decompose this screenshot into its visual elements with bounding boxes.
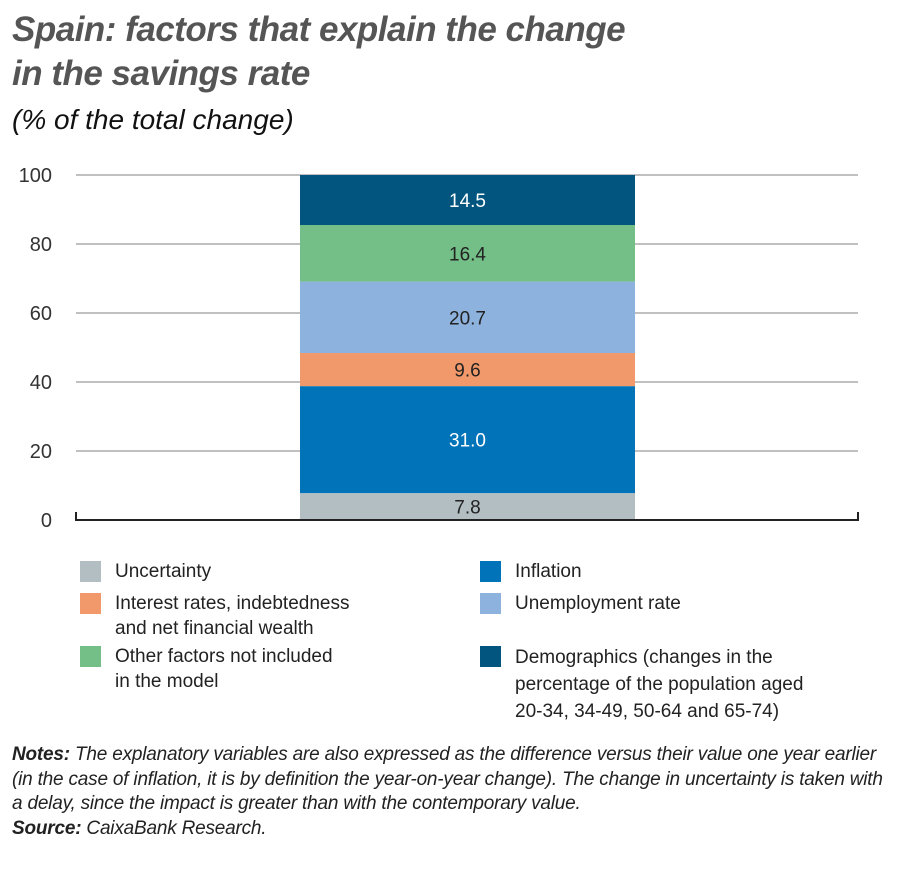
y-tick-label: 40 [30,372,52,394]
source-text: CaixaBank Research. [81,817,267,839]
y-tick-label: 0 [41,510,52,532]
notes-text: The explanatory variables are also expre… [12,744,883,814]
y-tick-label: 20 [30,441,52,463]
legend-label: Demographics (changes in the percentage o… [515,647,804,722]
y-tick-label: 100 [19,165,52,187]
legend-label: Other factors not included in the model [115,646,333,692]
bar-segment [300,386,635,494]
stacked-bar-chart: 0 20 40 60 80 100 7.8 31.0 9.6 20.7 16.4 14.5 [19,165,859,532]
bar-segment [300,353,635,387]
legend-item-other: Other factors not included in the model [80,644,333,694]
chart-subtitle: (% of the total change) [12,104,294,135]
x-axis [75,512,859,521]
bar-segment [300,281,635,354]
notes-label: Notes: [12,744,70,765]
data-label: 9.6 [454,361,480,382]
bar-segment [300,175,635,226]
legend-swatch [80,646,101,667]
legend-swatch [80,561,101,582]
legend-item-interest: Interest rates, indebtedness and net fina… [80,591,349,641]
bar-segment [300,225,635,282]
y-tick-label: 60 [30,303,52,325]
data-label: 16.4 [449,244,486,265]
legend-label: Uncertainty [115,561,212,582]
legend-swatch [480,593,501,614]
legend-item-uncertainty: Uncertainty [80,559,211,584]
legend-label: Unemployment rate [515,593,681,614]
legend-swatch [480,646,501,667]
chart-title-line1: Spain: factors that explain the change [12,10,626,49]
bar-segment [300,493,635,520]
legend-swatch [80,593,101,614]
legend-label: Interest rates, indebtedness and net fina… [115,593,350,639]
source-label: Source: [12,817,82,839]
data-label: 20.7 [449,308,486,329]
chart-title: Spain: factors that explain the change i… [12,8,626,96]
data-label: 7.8 [454,498,480,519]
legend-item-inflation: Inflation [480,559,582,584]
data-label: 14.5 [449,191,486,212]
y-tick-label: 80 [30,234,52,256]
legend-swatch [480,561,501,582]
data-label: 31.0 [449,431,486,452]
notes: Notes: The explanatory variables are als… [12,743,892,841]
legend-label: Inflation [515,561,582,582]
chart-title-line2: in the savings rate [12,54,310,93]
legend-item-demographics: Demographics (changes in the percentage o… [480,644,803,725]
legend-item-unemployment: Unemployment rate [480,591,681,616]
